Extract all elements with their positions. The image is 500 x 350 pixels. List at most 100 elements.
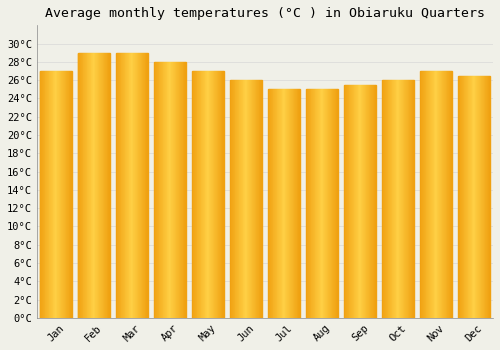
Bar (468, 76, 469, 318)
Bar (435, 71, 436, 318)
Bar (116, 53, 117, 318)
Bar (348, 85, 350, 318)
Bar (437, 71, 438, 318)
Bar (166, 62, 168, 318)
Bar (52, 71, 54, 318)
Bar (412, 80, 414, 318)
Bar (393, 80, 394, 318)
Bar (184, 62, 185, 318)
Bar (154, 62, 156, 318)
Bar (370, 85, 372, 318)
Bar (358, 85, 359, 318)
Bar (292, 89, 293, 318)
Bar (78, 53, 80, 318)
Bar (397, 80, 398, 318)
Bar (255, 80, 256, 318)
Bar (382, 80, 384, 318)
Bar (203, 71, 204, 318)
Bar (70, 71, 71, 318)
Bar (120, 53, 122, 318)
Bar (177, 62, 178, 318)
Bar (109, 53, 110, 318)
Bar (207, 71, 208, 318)
Bar (326, 89, 327, 318)
Bar (233, 80, 234, 318)
Bar (276, 89, 278, 318)
Bar (89, 53, 90, 318)
Bar (306, 89, 308, 318)
Bar (62, 71, 63, 318)
Bar (254, 80, 255, 318)
Bar (246, 80, 248, 318)
Bar (43, 71, 44, 318)
Bar (119, 53, 120, 318)
Bar (420, 71, 422, 318)
Bar (108, 53, 109, 318)
Bar (298, 89, 300, 318)
Bar (294, 89, 296, 318)
Bar (389, 80, 390, 318)
Bar (40, 71, 42, 318)
Bar (283, 89, 284, 318)
Bar (92, 53, 93, 318)
Bar (332, 89, 334, 318)
Bar (47, 71, 48, 318)
Bar (271, 89, 272, 318)
Bar (359, 85, 360, 318)
Bar (211, 71, 212, 318)
Bar (100, 53, 101, 318)
Bar (372, 85, 373, 318)
Bar (404, 80, 406, 318)
Bar (174, 62, 176, 318)
Bar (364, 85, 365, 318)
Bar (362, 85, 363, 318)
Bar (335, 89, 336, 318)
Bar (346, 85, 347, 318)
Bar (448, 71, 449, 318)
Bar (176, 62, 177, 318)
Bar (479, 76, 480, 318)
Bar (480, 76, 482, 318)
Bar (406, 80, 407, 318)
Bar (210, 71, 211, 318)
Bar (422, 71, 423, 318)
Bar (428, 71, 429, 318)
Bar (144, 53, 145, 318)
Bar (366, 85, 368, 318)
Bar (84, 53, 85, 318)
Bar (356, 85, 357, 318)
Bar (472, 76, 473, 318)
Bar (436, 71, 437, 318)
Bar (424, 71, 426, 318)
Bar (216, 71, 217, 318)
Bar (104, 53, 105, 318)
Bar (217, 71, 218, 318)
Bar (146, 53, 147, 318)
Bar (438, 71, 440, 318)
Bar (293, 89, 294, 318)
Bar (407, 80, 408, 318)
Bar (430, 71, 431, 318)
Bar (64, 71, 66, 318)
Bar (244, 80, 245, 318)
Bar (316, 89, 317, 318)
Bar (284, 89, 286, 318)
Bar (401, 80, 402, 318)
Bar (278, 89, 279, 318)
Bar (132, 53, 134, 318)
Bar (199, 71, 200, 318)
Bar (122, 53, 123, 318)
Bar (344, 85, 346, 318)
Bar (330, 89, 331, 318)
Bar (169, 62, 170, 318)
Bar (88, 53, 89, 318)
Bar (458, 76, 460, 318)
Bar (324, 89, 325, 318)
Bar (320, 89, 321, 318)
Bar (336, 89, 338, 318)
Bar (222, 71, 224, 318)
Bar (195, 71, 196, 318)
Bar (218, 71, 219, 318)
Bar (142, 53, 143, 318)
Bar (221, 71, 222, 318)
